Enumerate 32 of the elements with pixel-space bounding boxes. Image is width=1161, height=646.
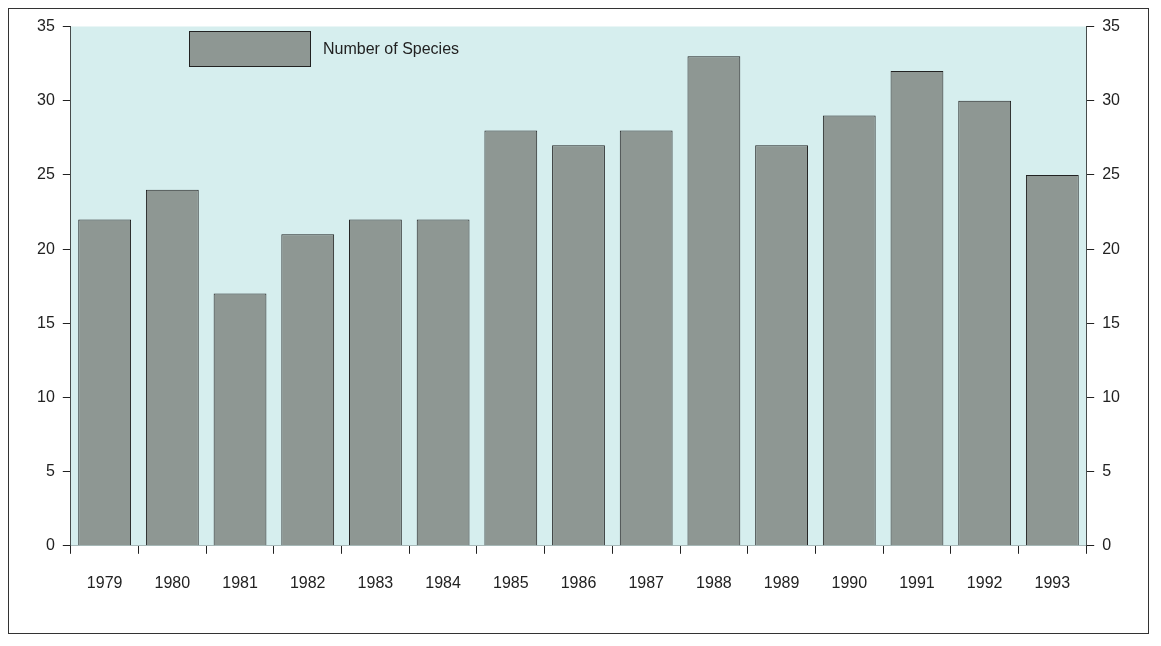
x-tick-label: 1984 [425, 573, 462, 591]
y2-tick-label: 10 [1102, 387, 1121, 405]
y-tick-label: 10 [37, 387, 55, 405]
x-tick-label: 1980 [154, 573, 191, 591]
x-tick-label: 1985 [493, 573, 529, 591]
text: Number of Species [323, 40, 460, 58]
y-tick-label: 15 [37, 313, 55, 331]
x-tick-label: 1981 [222, 573, 258, 591]
y-tick-label: 35 [37, 17, 55, 35]
y2-tick-label: 25 [1102, 165, 1121, 183]
x-tick-label: 1988 [696, 573, 732, 591]
x-tick-label: 1992 [966, 573, 1003, 591]
y-tick-label: 25 [37, 165, 55, 183]
x-tick-label: 1982 [289, 573, 326, 591]
y-tick-label: 30 [37, 91, 55, 109]
x-tick-label: 1979 [86, 573, 123, 591]
x-tick-label: 1989 [763, 573, 800, 591]
y-tick-label: 20 [37, 239, 55, 257]
x-tick-label: 1986 [560, 573, 597, 591]
y-tick-label: 5 [45, 462, 55, 480]
y-tick-label: 0 [45, 536, 55, 554]
y2-tick-label: 20 [1102, 239, 1121, 257]
y2-tick-label: 15 [1102, 313, 1121, 331]
y2-tick-label: 30 [1102, 91, 1121, 109]
x-tick-label: 1993 [1034, 573, 1071, 591]
y2-tick-label: 5 [1102, 462, 1112, 480]
x-tick-label: 1983 [357, 573, 394, 591]
x-tick-label: 1987 [628, 573, 665, 591]
y2-tick-label: 0 [1102, 536, 1112, 554]
y2-tick-label: 35 [1102, 17, 1121, 35]
x-tick-label: 1991 [899, 573, 935, 591]
x-tick-label: 1990 [831, 573, 868, 591]
